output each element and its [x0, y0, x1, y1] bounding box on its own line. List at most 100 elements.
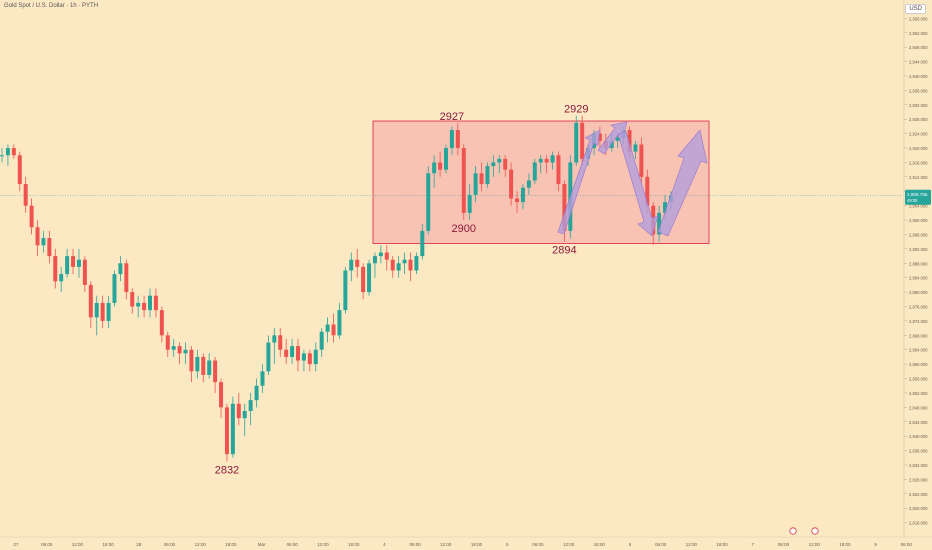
candle-body[interactable]: [213, 360, 218, 383]
candle-body[interactable]: [224, 407, 229, 455]
candle-body[interactable]: [420, 230, 425, 257]
candle-body[interactable]: [461, 148, 466, 213]
candle-body[interactable]: [337, 310, 342, 336]
candle-body[interactable]: [296, 346, 300, 361]
candle-body[interactable]: [219, 382, 224, 408]
candle-body[interactable]: [497, 158, 502, 163]
candle-body[interactable]: [349, 259, 354, 271]
candle-body[interactable]: [556, 155, 561, 185]
candle-body[interactable]: [633, 144, 638, 152]
candle-body[interactable]: [526, 180, 531, 188]
price-axis-panel[interactable]: [904, 0, 932, 550]
candle-body[interactable]: [201, 356, 206, 375]
candle-body[interactable]: [562, 184, 567, 231]
candle-body[interactable]: [5, 148, 10, 156]
candle-body[interactable]: [390, 259, 395, 271]
arrow-up-2[interactable]: [597, 121, 628, 155]
candle-body[interactable]: [230, 403, 235, 455]
candle-body[interactable]: [118, 263, 123, 275]
candle-body[interactable]: [467, 194, 472, 213]
candle-body[interactable]: [242, 410, 247, 419]
candle-body[interactable]: [455, 130, 460, 149]
candle-body[interactable]: [325, 324, 330, 332]
candle-body[interactable]: [378, 252, 383, 257]
candle-body[interactable]: [94, 302, 99, 318]
candle-body[interactable]: [254, 385, 259, 401]
candle-body[interactable]: [248, 400, 253, 411]
candle-body[interactable]: [627, 130, 632, 152]
candle-body[interactable]: [580, 122, 585, 159]
candle-body[interactable]: [396, 263, 401, 271]
candle-body[interactable]: [82, 259, 87, 285]
candle-body[interactable]: [130, 292, 135, 307]
candle-body[interactable]: [23, 184, 28, 206]
candle-body[interactable]: [473, 173, 478, 195]
candle-body[interactable]: [290, 346, 295, 357]
candle-body[interactable]: [153, 295, 158, 311]
candle-body[interactable]: [260, 371, 265, 386]
candle-body[interactable]: [0, 155, 4, 157]
us-event-flag-icon[interactable]: [811, 527, 819, 535]
candle-body[interactable]: [100, 302, 105, 321]
candle-body[interactable]: [59, 274, 64, 282]
candle-body[interactable]: [307, 353, 312, 365]
candle-body[interactable]: [301, 353, 306, 361]
symbol-title[interactable]: Gold Spot / U.S. Dollar · 1h · PYTH: [4, 3, 99, 9]
candle-body[interactable]: [361, 266, 366, 293]
candle-body[interactable]: [438, 162, 443, 170]
candle-body[interactable]: [479, 173, 484, 185]
candle-body[interactable]: [426, 173, 431, 231]
candle-body[interactable]: [65, 256, 70, 275]
candle-body[interactable]: [165, 335, 170, 350]
candle-body[interactable]: [319, 331, 324, 350]
candle-body[interactable]: [17, 155, 22, 185]
candle-body[interactable]: [195, 356, 200, 372]
candle-body[interactable]: [615, 137, 620, 141]
candle-body[interactable]: [515, 198, 520, 203]
candle-body[interactable]: [367, 263, 372, 293]
candle-body[interactable]: [71, 256, 76, 267]
candle-body[interactable]: [148, 295, 152, 311]
candle-body[interactable]: [76, 259, 81, 267]
candle-body[interactable]: [544, 158, 549, 163]
candle-body[interactable]: [574, 122, 579, 163]
candle-body[interactable]: [432, 162, 437, 174]
candle-body[interactable]: [183, 349, 188, 354]
arrow-up-1[interactable]: [557, 129, 601, 235]
candle-body[interactable]: [663, 202, 668, 213]
candle-body[interactable]: [41, 238, 46, 246]
candle-body[interactable]: [106, 302, 111, 321]
candle-body[interactable]: [207, 360, 212, 375]
candle-body[interactable]: [408, 259, 413, 271]
arrow-up-3[interactable]: [657, 129, 708, 237]
candle-body[interactable]: [639, 144, 644, 177]
candle-body[interactable]: [331, 324, 336, 336]
candle-body[interactable]: [177, 346, 182, 354]
candle-body[interactable]: [355, 259, 360, 267]
candle-body[interactable]: [343, 270, 348, 311]
candle-body[interactable]: [372, 256, 377, 264]
candle-body[interactable]: [449, 130, 454, 149]
candle-body[interactable]: [414, 256, 419, 271]
candle-body[interactable]: [538, 158, 543, 163]
candle-body[interactable]: [35, 227, 40, 246]
candle-body[interactable]: [29, 205, 34, 228]
us-event-flag-icon[interactable]: [789, 527, 797, 535]
candle-body[interactable]: [11, 148, 16, 156]
candle-body[interactable]: [136, 302, 141, 307]
candle-body[interactable]: [171, 346, 176, 350]
candle-body[interactable]: [520, 187, 525, 203]
candle-body[interactable]: [645, 176, 650, 206]
candle-body[interactable]: [236, 403, 241, 419]
candle-body[interactable]: [272, 335, 277, 343]
candle-body[interactable]: [609, 140, 614, 149]
candle-body[interactable]: [485, 166, 490, 185]
candle-body[interactable]: [124, 263, 129, 293]
candle-body[interactable]: [313, 349, 318, 365]
candle-body[interactable]: [189, 349, 194, 372]
candle-body[interactable]: [142, 302, 147, 311]
candle-body[interactable]: [444, 148, 448, 170]
candle-body[interactable]: [112, 274, 117, 303]
